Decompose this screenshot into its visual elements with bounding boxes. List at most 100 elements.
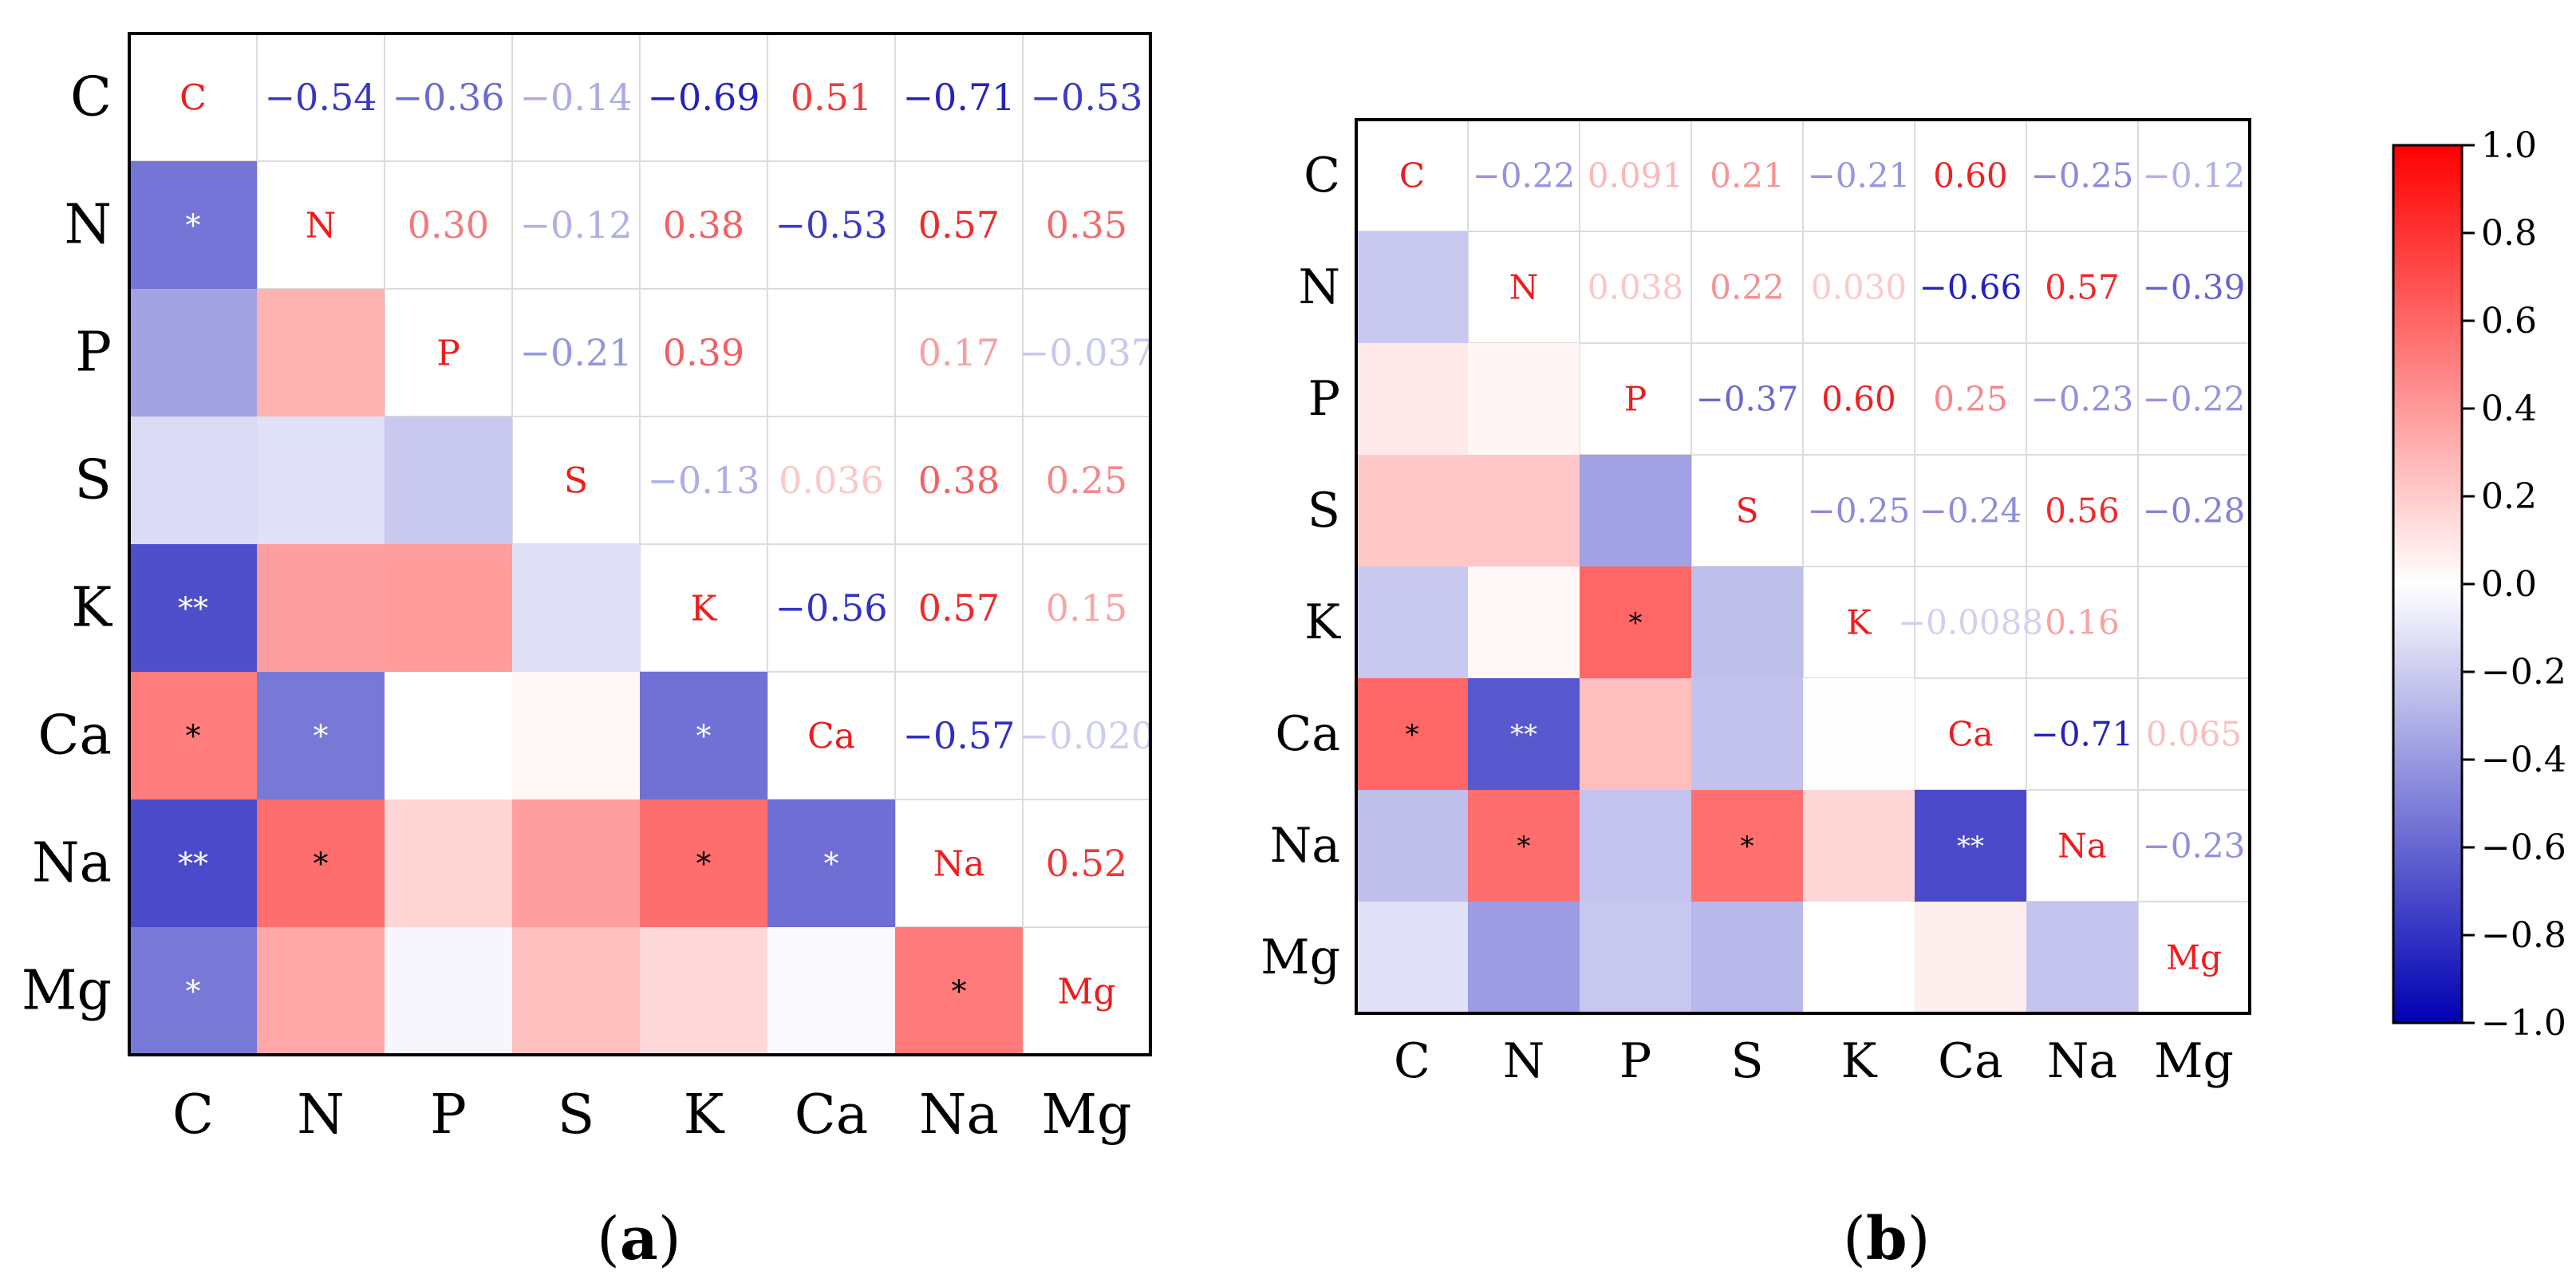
heatmap-cell — [129, 289, 257, 416]
significance-star: * — [824, 846, 839, 881]
correlation-value: −0.25 — [2031, 156, 2134, 195]
column-label: C — [1394, 1033, 1430, 1089]
colorbar-tick-label: −0.8 — [2481, 915, 2566, 956]
diagonal-label: Mg — [2166, 938, 2222, 977]
column-label: S — [558, 1084, 595, 1147]
significance-star: * — [1517, 831, 1531, 863]
heatmap-cell — [1468, 678, 1580, 790]
plot-frame — [1355, 118, 2251, 1015]
heatmap-cell — [1580, 678, 1691, 790]
column-label: K — [1841, 1033, 1878, 1089]
heatmap-cell — [1468, 343, 1580, 455]
correlation-value: −0.23 — [2143, 827, 2246, 866]
heatmap-cell — [1356, 567, 1468, 678]
heatmap-cell — [640, 799, 767, 927]
significance-star: * — [186, 207, 201, 243]
correlation-value: 0.091 — [1588, 156, 1683, 195]
heatmap-panel-b: C −0.22 0.091 0.21 −0.21 0.60 −0.25 −0.12N 0.038… — [1260, 118, 2251, 1089]
row-label: C — [1304, 148, 1340, 203]
heatmap-cell — [1356, 678, 1468, 790]
heatmap-cell — [385, 799, 512, 927]
colorbar-bar — [2392, 144, 2464, 1024]
diagonal-label: Ca — [807, 716, 855, 756]
correlation-value: 0.38 — [663, 203, 744, 247]
correlation-value: −0.71 — [2031, 715, 2134, 754]
significance-star: * — [1629, 607, 1643, 639]
correlation-value: 0.35 — [1046, 203, 1127, 247]
heatmap-cell — [1803, 902, 1915, 1013]
colorbar-tick-label: 0.8 — [2481, 213, 2537, 254]
row-label: Ca — [37, 704, 112, 767]
significance-star: * — [1741, 831, 1754, 863]
correlation-value: −0.53 — [1031, 76, 1143, 119]
heatmap-cell — [257, 416, 385, 544]
heatmap-cell — [385, 672, 512, 799]
correlation-value: 0.52 — [1046, 842, 1127, 885]
row-label: N — [65, 193, 112, 256]
heatmap-cell — [257, 927, 385, 1055]
diagonal-label: Na — [2057, 827, 2107, 866]
correlation-value: 0.065 — [2146, 715, 2242, 754]
heatmap-cell — [767, 927, 895, 1055]
colorbar-tick-label: −1.0 — [2481, 1003, 2566, 1044]
correlation-value: 0.25 — [1933, 380, 2008, 419]
heatmap-cell — [129, 927, 257, 1055]
row-label: P — [75, 321, 112, 384]
correlation-value: −0.56 — [775, 586, 888, 630]
significance-star: * — [186, 718, 201, 753]
correlation-value: −0.57 — [903, 714, 1016, 757]
heatmap-cell — [512, 799, 640, 927]
heatmap-cell — [1691, 902, 1803, 1013]
diagonal-label: P — [436, 333, 460, 373]
row-label: Na — [32, 831, 112, 894]
column-label: S — [1730, 1033, 1763, 1089]
column-label: K — [684, 1084, 725, 1147]
column-label: P — [430, 1084, 467, 1147]
correlation-value: 0.036 — [779, 459, 884, 502]
correlation-value: 0.21 — [1710, 156, 1785, 195]
correlation-value: 0.30 — [408, 203, 489, 247]
heatmap-cell — [1356, 343, 1468, 455]
correlation-value: 0.38 — [918, 459, 1000, 502]
significance-star: * — [952, 973, 967, 1009]
heatmap-cell — [1468, 790, 1580, 902]
correlation-value: −0.037 — [1019, 331, 1154, 374]
diagonal-label: Na — [933, 843, 985, 884]
row-label: Mg — [22, 959, 112, 1022]
colorbar-tick-label: −0.4 — [2481, 740, 2566, 780]
row-label: N — [1299, 259, 1341, 315]
heatmap-cell — [1915, 790, 2026, 902]
diagonal-label: C — [179, 77, 207, 118]
colorbar-tick-label: 0.6 — [2481, 301, 2537, 341]
heatmap-cell — [1691, 790, 1803, 902]
significance-star: * — [314, 846, 329, 881]
diagonal-label: P — [1624, 380, 1647, 419]
correlation-value: −0.37 — [1696, 380, 1799, 419]
correlation-value: −0.12 — [2143, 156, 2246, 195]
colorbar-tick-label: 0.0 — [2481, 564, 2537, 605]
column-label: Na — [919, 1084, 999, 1147]
heatmap-cell — [1468, 455, 1580, 567]
heatmap-cell — [640, 672, 767, 799]
correlation-value: 0.038 — [1588, 268, 1683, 307]
heatmap-cell — [1803, 790, 1915, 902]
row-label: S — [1308, 483, 1340, 539]
row-label: S — [74, 448, 112, 511]
colorbar-tick-label: −0.6 — [2481, 827, 2566, 868]
heatmap-cell — [1691, 678, 1803, 790]
heatmap-cell — [512, 927, 640, 1055]
correlation-value: −0.14 — [520, 76, 633, 119]
heatmap-cell — [1356, 790, 1468, 902]
colorbar-tick-label: 0.2 — [2481, 476, 2537, 517]
significance-star: * — [1406, 719, 1419, 751]
correlation-value: −0.12 — [520, 203, 633, 247]
heatmap-cell — [257, 289, 385, 416]
column-label: Ca — [795, 1084, 869, 1147]
correlation-value: −0.23 — [2031, 380, 2134, 419]
column-label: Na — [2047, 1033, 2117, 1089]
row-label: K — [71, 576, 112, 639]
heatmap-cell — [640, 927, 767, 1055]
correlation-value: 0.51 — [791, 76, 872, 119]
heatmap-cell — [385, 544, 512, 672]
column-label: P — [1619, 1033, 1651, 1089]
